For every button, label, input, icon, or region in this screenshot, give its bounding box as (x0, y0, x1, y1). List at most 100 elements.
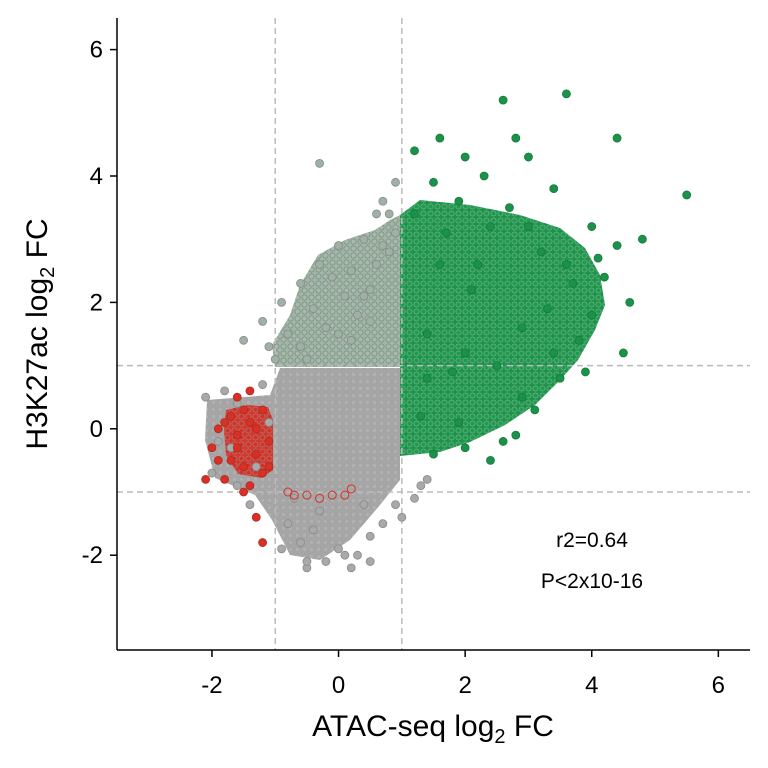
scatter-point (353, 550, 362, 560)
scatter-point (384, 209, 394, 219)
scatter-point (422, 474, 432, 484)
scatter-point (308, 304, 318, 314)
scatter-point (220, 386, 230, 396)
scatter-point (486, 222, 495, 231)
axes (116, 18, 750, 651)
scatter-point (277, 544, 286, 554)
scatter-point (397, 512, 407, 522)
scatter-point (448, 367, 457, 377)
scatter-point (258, 405, 267, 415)
scatter-point (258, 538, 267, 547)
scatter-point (245, 418, 255, 427)
y-tick-label: 2 (90, 289, 103, 316)
scatter-point (416, 411, 426, 421)
threshold-lines (117, 18, 750, 650)
scatter-point (435, 133, 445, 143)
scatter-point (429, 449, 438, 459)
scatter-point (391, 500, 400, 510)
scatter-point (543, 304, 552, 314)
scatter-point (517, 323, 527, 333)
scatter-point (232, 481, 242, 491)
scatter-point (511, 133, 521, 143)
scatter-point (346, 563, 356, 573)
scatter-point (359, 291, 369, 301)
data-points (201, 89, 692, 573)
scatter-point (207, 443, 217, 453)
y-axis-title: H3K27ac log2 FC (21, 218, 59, 449)
scatter-point (340, 291, 350, 301)
cloud-grey-green (272, 215, 400, 367)
scatter-point (296, 342, 305, 352)
scatter-point (213, 437, 223, 446)
scatter-point (327, 490, 337, 500)
scatter-point (277, 297, 286, 307)
scatter-point (384, 247, 394, 257)
y-tick-label: -2 (82, 542, 103, 569)
scatter-point (321, 557, 331, 566)
cloud-up (400, 200, 605, 456)
scatter-point (296, 538, 305, 547)
scatter-point (340, 490, 350, 500)
scatter-point (460, 152, 470, 162)
scatter-point (220, 418, 230, 427)
scatter-point (308, 525, 318, 535)
scatter-point (467, 285, 476, 295)
scatter-point (213, 455, 223, 465)
scatter-point (511, 430, 521, 440)
scatter-point (289, 493, 299, 503)
scatter-point (391, 228, 400, 238)
x-tick-label: 2 (458, 672, 471, 699)
scatter-point (251, 462, 261, 472)
ticks: -2 0 2 4 6 -2 0 2 4 6 (82, 37, 725, 699)
annotation-r2: r2=0.64 (556, 529, 628, 552)
scatter-point (562, 89, 571, 99)
scatter-point (498, 95, 508, 105)
scatter-point (251, 424, 261, 434)
scatter-point (625, 297, 635, 307)
scatter-point (378, 241, 388, 250)
scatter-point (239, 462, 249, 472)
scatter-point (315, 506, 324, 516)
scatter-point (340, 550, 350, 560)
scatter-point (251, 449, 261, 459)
scatter-point (346, 484, 356, 494)
scatter-point (226, 411, 236, 421)
scatter-point (454, 418, 464, 427)
scatter-point (378, 196, 388, 206)
y-tick-label: 4 (90, 163, 103, 190)
scatter-point (410, 209, 419, 219)
x-tick-label: -2 (201, 672, 222, 699)
scatter-point (454, 196, 464, 206)
scatter-point (441, 228, 451, 238)
scatter-point (201, 392, 211, 402)
scatter-point (220, 474, 230, 484)
scatter-point (422, 373, 432, 383)
scatter-point (353, 310, 362, 320)
scatter-point (232, 392, 242, 402)
scatter-point (232, 430, 242, 440)
scatter-point (296, 279, 305, 288)
scatter-point (365, 557, 375, 566)
scatter-point (637, 234, 647, 244)
scatter-point (264, 342, 274, 352)
scatter-point (258, 316, 267, 326)
scatter-point (562, 260, 571, 269)
scatter-point (486, 455, 495, 465)
scatter-point (315, 158, 324, 168)
scatter-point (587, 310, 597, 320)
scatter-point (239, 335, 249, 345)
scatter-point (593, 253, 603, 263)
scatter-point (410, 493, 419, 503)
scatter-point (258, 380, 267, 389)
scatter-point (264, 462, 274, 472)
scatter-point (334, 329, 343, 339)
y-tick-label: 6 (90, 37, 103, 64)
scatter-point (416, 481, 426, 491)
scatter-point (346, 266, 356, 276)
scatter-point (264, 418, 274, 427)
y-tick-label: 0 (90, 416, 103, 443)
scatter-point (549, 184, 559, 194)
scatter-point (505, 203, 514, 213)
scatter-point (378, 519, 388, 528)
